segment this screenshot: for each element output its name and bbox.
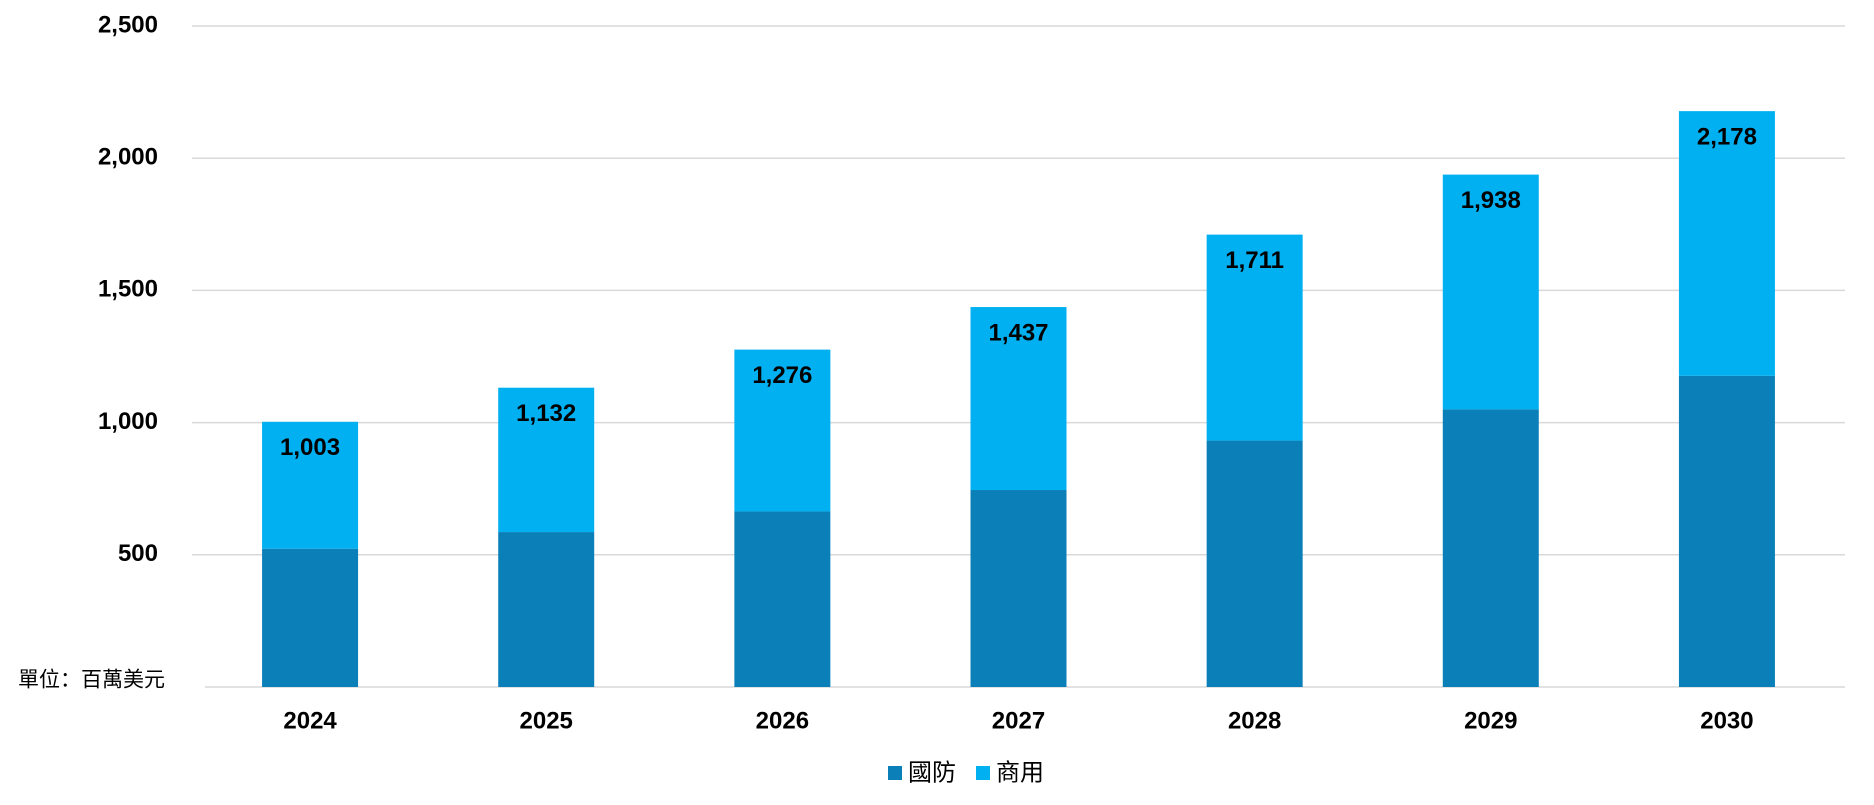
- y-tick-label: 1,000: [98, 408, 158, 435]
- x-tick-label: 2030: [1700, 707, 1753, 734]
- y-tick-label: 1,500: [98, 276, 158, 303]
- bar-segment: [1442, 409, 1539, 687]
- x-tick-label: 2029: [1464, 707, 1517, 734]
- x-tick-label: 2025: [520, 707, 573, 734]
- bar-segment: [498, 387, 595, 533]
- y-tick-label: 2,500: [98, 11, 158, 38]
- x-tick-label: 2028: [1228, 707, 1281, 734]
- total-label: 1,003: [280, 434, 340, 461]
- y-tick-label: 2,000: [98, 144, 158, 171]
- bar-segment: [1678, 375, 1775, 687]
- x-tick-label: 2026: [756, 707, 809, 734]
- x-tick-label: 2027: [992, 707, 1045, 734]
- bar-segment: [1442, 174, 1539, 410]
- bar-segment: [1206, 440, 1303, 687]
- bar-segment: [262, 548, 359, 687]
- total-label: 1,711: [1225, 247, 1284, 274]
- legend-label: 國防: [908, 759, 956, 786]
- bar-segment: [1206, 234, 1303, 441]
- y-tick-label: 500: [118, 540, 158, 567]
- bar-segment: [1678, 111, 1775, 376]
- legend-label: 商用: [996, 759, 1044, 786]
- unit-note: 單位：百萬美元: [18, 669, 165, 692]
- x-tick-label: 2024: [283, 707, 337, 734]
- total-label: 1,132: [516, 400, 576, 427]
- legend-swatch: [888, 766, 902, 780]
- bar-segment: [262, 421, 359, 549]
- legend-swatch: [976, 766, 990, 780]
- total-label: 1,437: [988, 319, 1048, 346]
- total-label: 1,276: [752, 362, 812, 389]
- bar-segment: [970, 307, 1067, 491]
- bar-segment: [734, 349, 831, 512]
- bar-segment: [970, 490, 1067, 687]
- total-label: 1,938: [1461, 187, 1521, 214]
- total-label: 2,178: [1697, 123, 1757, 150]
- bar-segment: [734, 511, 831, 687]
- bar-segment: [498, 532, 595, 687]
